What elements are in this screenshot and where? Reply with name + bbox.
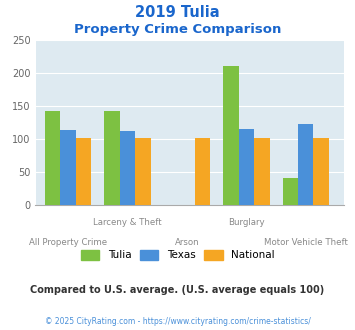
Text: Larceny & Theft: Larceny & Theft <box>93 218 162 227</box>
Bar <box>283 178 298 205</box>
Text: Compared to U.S. average. (U.S. average equals 100): Compared to U.S. average. (U.S. average … <box>31 285 324 295</box>
Bar <box>120 131 135 205</box>
Text: Arson: Arson <box>175 238 199 247</box>
Legend: Tulia, Texas, National: Tulia, Texas, National <box>81 250 274 260</box>
Bar <box>313 138 329 205</box>
Bar <box>76 138 91 205</box>
Bar <box>223 66 239 205</box>
Text: All Property Crime: All Property Crime <box>29 238 107 247</box>
Bar <box>254 138 269 205</box>
Bar <box>104 111 120 205</box>
Bar <box>60 130 76 205</box>
Bar <box>298 124 313 205</box>
Text: © 2025 CityRating.com - https://www.cityrating.com/crime-statistics/: © 2025 CityRating.com - https://www.city… <box>45 317 310 326</box>
Text: Property Crime Comparison: Property Crime Comparison <box>74 23 281 36</box>
Text: Motor Vehicle Theft: Motor Vehicle Theft <box>264 238 348 247</box>
Bar <box>239 129 254 205</box>
Text: 2019 Tulia: 2019 Tulia <box>135 5 220 20</box>
Text: Burglary: Burglary <box>228 218 265 227</box>
Bar <box>45 111 60 205</box>
Bar <box>135 138 151 205</box>
Bar <box>195 138 210 205</box>
